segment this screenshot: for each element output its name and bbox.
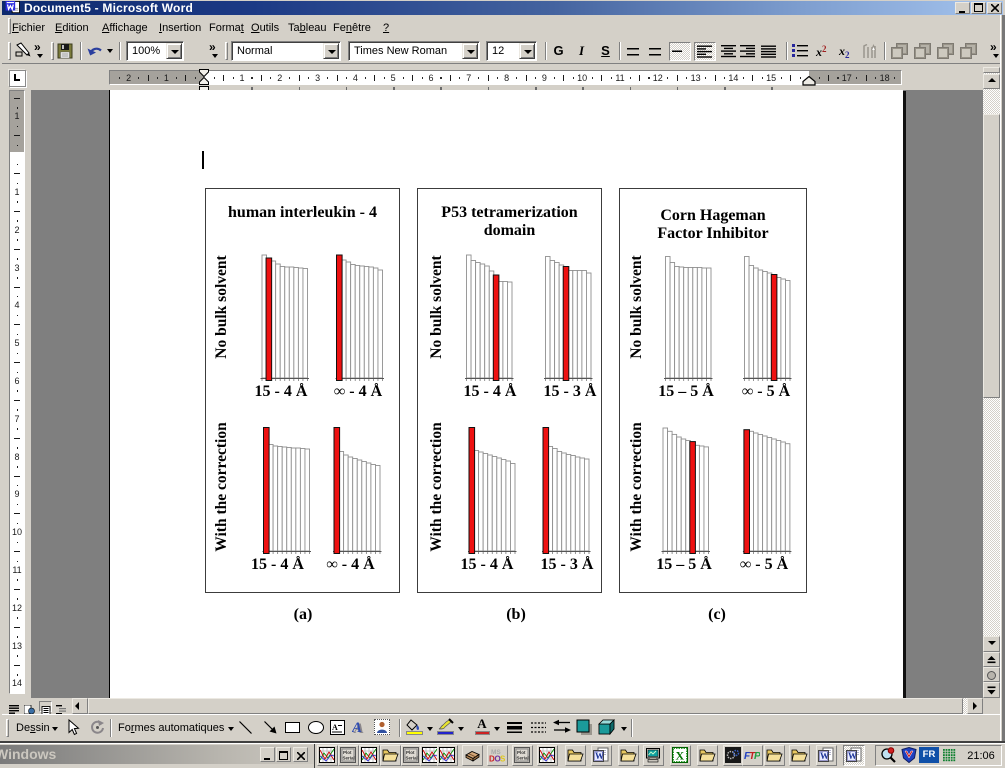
- svg-text:X: X: [676, 749, 685, 763]
- svg-text:D: D: [489, 755, 495, 764]
- svg-text:A: A: [332, 723, 338, 732]
- svg-text:Serial: Serial: [406, 756, 418, 761]
- svg-text:F: F: [744, 751, 751, 762]
- svg-text:Plot: Plot: [406, 750, 415, 755]
- svg-text:A: A: [352, 720, 362, 735]
- svg-text:Plot: Plot: [343, 750, 352, 755]
- svg-text:W: W: [820, 751, 829, 761]
- svg-text:O: O: [495, 755, 501, 764]
- svg-text:A: A: [353, 721, 364, 735]
- svg-text:T: T: [749, 751, 756, 762]
- svg-text:Serial: Serial: [343, 756, 355, 761]
- svg-text:MS: MS: [491, 749, 501, 756]
- svg-text:Plot: Plot: [517, 750, 526, 755]
- svg-text:Serial: Serial: [517, 756, 529, 761]
- svg-text:W: W: [848, 751, 857, 761]
- svg-text:S: S: [500, 755, 505, 764]
- svg-text:P: P: [754, 751, 760, 762]
- svg-text:W: W: [595, 751, 604, 761]
